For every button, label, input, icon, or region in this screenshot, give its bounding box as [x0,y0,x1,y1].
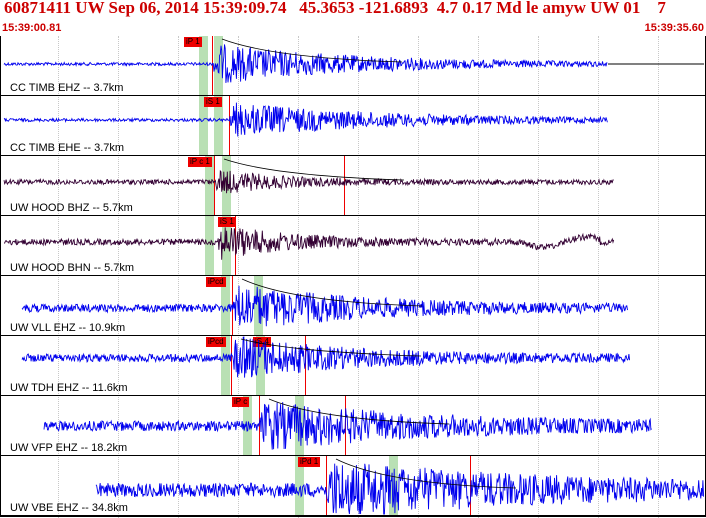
coda-envelope [335,458,517,489]
time-gridline [658,36,659,518]
channel-label: UW HOOD BHZ -- 5.7km [10,202,133,214]
pick-line [259,396,260,456]
waveform-path [43,402,652,450]
time-gridline [598,36,599,518]
time-gridline [298,36,299,518]
waveform-path [3,169,614,194]
waveform-trace [3,102,608,137]
waveform-path [3,102,608,137]
phase-window-band [199,36,208,96]
channel-label: CC TIMB EHZ -- 3.7km [10,82,124,94]
trace-panel[interactable]: iPd 1 UW VBE EHZ -- 34.8km [0,456,706,516]
phase-window-band [214,36,223,96]
panel-divider [0,515,706,516]
seismogram-plot[interactable]: iP 1 CC TIMB EHZ -- 3.7km iS 1 CC TIMB E… [0,36,706,518]
time-gridline [538,36,539,518]
waveform-path [21,285,628,327]
panel-divider [0,95,706,96]
phase-window-band [221,336,230,396]
phase-window-band [256,336,265,396]
trace-panel[interactable]: iP 1 CC TIMB EHZ -- 3.7km [0,36,706,96]
channel-label: CC TIMB EHE -- 3.7km [10,142,125,154]
pick-line [326,456,327,516]
phase-window-band [199,96,208,156]
waveform-trace [21,278,628,327]
pick-line [231,336,232,396]
trace-panel[interactable]: iP c UW VFP EHZ -- 18.2km [0,396,706,456]
panel-divider [0,275,706,276]
waveform-trace [3,158,614,194]
panel-divider [0,335,706,336]
waveform-trace [43,398,652,450]
phase-window-band [222,216,231,276]
waveform-trace [4,227,615,260]
channel-label: UW VLL EHZ -- 10.9km [10,322,126,334]
phase-window-band [205,156,214,216]
trace-panel[interactable]: iS 1 CC TIMB EHE -- 3.7km [0,96,706,156]
coda-envelope [240,338,422,357]
waveform-path [21,336,631,378]
event-title: 60871411 UW Sep 06, 2014 15:39:09.74 45.… [4,0,666,17]
plot-frame [0,36,706,517]
channel-label: UW VBE EHZ -- 34.8km [10,502,128,514]
waveform-path [3,44,608,83]
coda-envelope [241,278,423,307]
phase-window-band [205,216,214,276]
pick-line [214,156,215,216]
pick-flag-secondary[interactable]: iS 4 [253,337,271,347]
waveform-trace [95,458,705,515]
trace-panel[interactable]: iPcd UW VLL EHZ -- 10.9km [0,276,706,336]
pick-flag[interactable]: iPcd [206,337,226,347]
phase-window-band [295,456,304,516]
pick-flag[interactable]: iPd 1 [298,457,321,467]
phase-window-band [243,396,252,456]
coda-envelope [268,398,450,425]
header: 60871411 UW Sep 06, 2014 15:39:09.74 45.… [0,0,706,36]
pick-flag[interactable]: iPcd [206,277,226,287]
waveform-trace [3,38,704,83]
trace-panel[interactable]: iS 1 UW HOOD BHN -- 5.7km [0,216,706,276]
coda-envelope [221,38,403,63]
pick-flag[interactable]: iS 1 [204,97,222,107]
phase-window-band [214,96,223,156]
channel-label: UW TDH EHZ -- 11.6km [10,382,128,394]
pick-flag[interactable]: iP 1 [184,37,202,47]
start-time: 15:39:00.81 [2,22,62,34]
pick-flag[interactable]: iP c [232,397,250,407]
waveform-path [4,227,615,260]
channel-label: UW HOOD BHN -- 5.7km [10,262,135,274]
pick-flag[interactable]: iP c 1 [188,157,212,167]
pick-flag[interactable]: iS 1 [218,217,236,227]
end-time: 15:39:35.60 [644,22,704,34]
time-gridline [418,36,419,518]
pick-line [344,156,345,216]
coda-envelope [223,158,405,181]
time-gridline [238,36,239,518]
channel-label: UW VFP EHZ -- 18.2km [10,442,128,454]
time-gridline [178,36,179,518]
waveform-path [95,463,705,515]
panel-divider [0,455,706,456]
phase-window-band [221,276,230,336]
waveform-trace [21,336,631,378]
time-gridline [478,36,479,518]
pick-line [229,96,230,156]
time-gridline [118,36,119,518]
time-gridline [58,36,59,518]
trace-panel[interactable]: iPcd iS 4 UW TDH EHZ -- 11.6km [0,336,706,396]
panel-divider [0,155,706,156]
panel-divider [0,395,706,396]
trace-panel[interactable]: iP c 1 UW HOOD BHZ -- 5.7km [0,156,706,216]
panel-divider [0,215,706,216]
pick-line [212,36,213,96]
time-gridline [358,36,359,518]
